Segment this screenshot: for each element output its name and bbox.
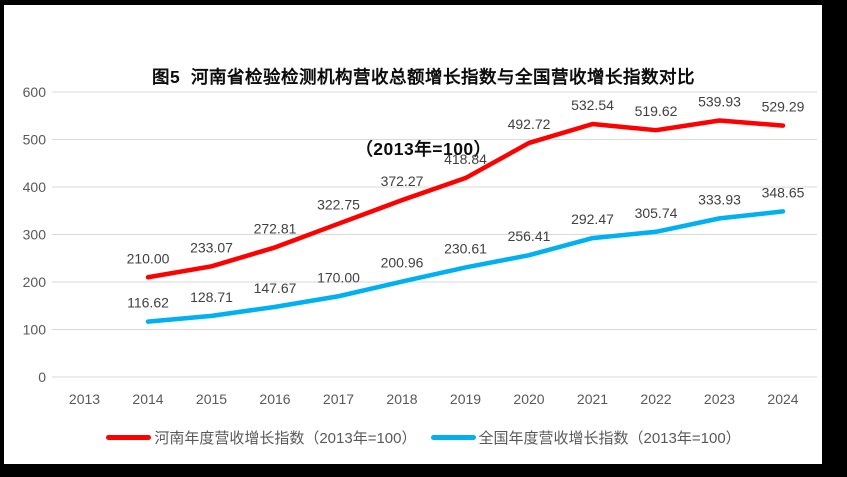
data-label-henan: 272.81 [254,220,297,236]
y-axis-tick-label: 500 [23,132,47,148]
series-line-national [145,209,786,324]
data-label-national: 333.93 [698,191,741,207]
chart-legend: 河南年度营收增长指数（2013年=100） 全国年度营收增长指数（2013年=1… [0,427,847,448]
data-label-henan: 529.29 [762,99,805,115]
y-axis-tick-label: 400 [23,179,47,195]
legend-label-national: 全国年度营收增长指数（2013年=100） [478,430,741,447]
legend-item-national: 全国年度营收增长指数（2013年=100） [430,427,741,448]
data-label-national: 128.71 [190,289,233,305]
x-axis-tick-label: 2024 [767,391,798,407]
data-label-national: 305.74 [635,205,678,221]
x-axis-tick-label: 2016 [259,391,290,407]
x-axis-tick-label: 2020 [513,391,544,407]
data-label-henan: 210.00 [127,250,170,266]
data-label-henan: 372.27 [381,173,424,189]
data-label-national: 292.47 [571,211,614,227]
x-axis-tick-label: 2018 [386,391,417,407]
y-axis-tick-label: 200 [23,274,47,290]
data-label-national: 256.41 [508,228,551,244]
data-label-national: 230.61 [444,240,487,256]
y-axis-tick-label: 600 [23,84,47,100]
national-line-marker [430,435,476,440]
x-axis-tick-label: 2021 [577,391,608,407]
x-axis-tick-label: 2013 [69,391,100,407]
chart-title: 图5 河南省检验检测机构营收总额增长指数与全国营收增长指数对比 （2013年=1… [0,17,847,209]
legend-label-henan: 河南年度营收增长指数（2013年=100） [154,430,417,447]
x-axis-tick-label: 2014 [132,391,163,407]
y-axis-tick-label: 100 [23,322,47,338]
data-label-henan: 492.72 [508,116,551,132]
chart-title-line2: （2013年=100） [355,139,492,159]
data-label-henan: 532.54 [571,97,614,113]
x-axis-tick-label: 2023 [704,391,735,407]
data-label-national: 200.96 [381,255,424,271]
data-label-national: 348.65 [762,184,805,200]
data-label-henan: 519.62 [635,103,678,119]
data-label-henan: 418.84 [444,151,487,167]
data-label-national: 116.62 [127,295,169,311]
x-axis-tick-label: 2017 [323,391,354,407]
data-label-henan: 539.93 [698,94,741,110]
data-label-henan: 322.75 [317,197,360,213]
data-label-henan: 233.07 [190,239,233,255]
y-axis-tick-label: 300 [23,227,47,243]
data-label-national: 147.67 [254,280,297,296]
x-axis-tick-label: 2022 [640,391,671,407]
henan-line-marker [106,435,152,440]
x-axis-tick-label: 2015 [196,391,227,407]
x-axis-tick-label: 2019 [450,391,481,407]
series-line-henan [145,118,786,280]
chart-title-line1: 图5 河南省检验检测机构营收总额增长指数与全国营收增长指数对比 [152,67,695,87]
y-axis-tick-label: 0 [38,369,46,385]
legend-item-henan: 河南年度营收增长指数（2013年=100） [106,427,417,448]
data-label-national: 170.00 [317,269,360,285]
